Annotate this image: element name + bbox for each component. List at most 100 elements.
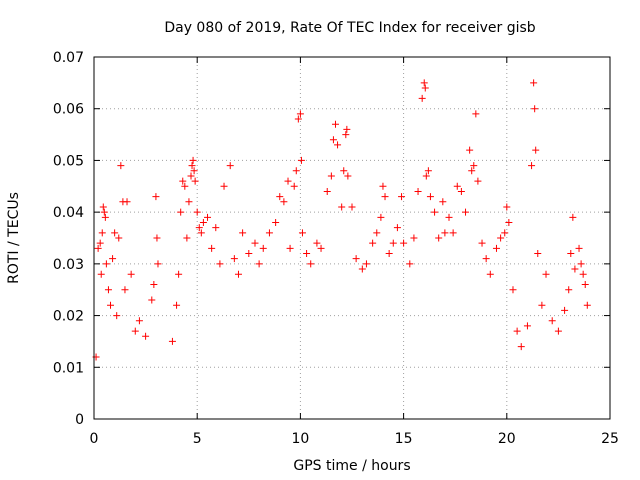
data-point xyxy=(99,203,107,211)
data-point xyxy=(317,244,325,252)
data-point xyxy=(482,255,490,263)
data-point xyxy=(373,229,381,237)
data-point xyxy=(571,265,579,273)
data-point xyxy=(142,332,150,340)
data-point xyxy=(517,343,525,351)
data-point xyxy=(265,229,273,237)
data-point xyxy=(414,187,422,195)
data-point xyxy=(168,337,176,345)
data-point xyxy=(189,156,197,164)
data-point xyxy=(109,255,117,263)
data-point xyxy=(327,172,335,180)
data-point xyxy=(188,162,196,170)
data-point xyxy=(513,327,521,335)
data-point xyxy=(101,213,109,221)
data-point xyxy=(297,156,305,164)
data-point xyxy=(505,218,513,226)
data-point xyxy=(362,260,370,268)
data-point xyxy=(338,203,346,211)
data-point xyxy=(422,172,430,180)
data-point xyxy=(385,250,393,258)
data-point xyxy=(548,317,556,325)
data-point xyxy=(528,162,536,170)
data-point xyxy=(234,270,242,278)
data-point xyxy=(230,255,238,263)
data-point xyxy=(393,224,401,232)
chart-title: Day 080 of 2019, Rate Of TEC Index for r… xyxy=(164,20,535,36)
data-point xyxy=(97,270,105,278)
y-tick-label: 0.02 xyxy=(53,309,84,325)
data-point xyxy=(127,270,135,278)
data-point xyxy=(307,260,315,268)
y-tick-label: 0 xyxy=(75,412,84,428)
data-point xyxy=(472,110,480,118)
x-axis-ticks: 0 5 10 15 20 25 xyxy=(90,57,619,447)
data-point xyxy=(185,198,193,206)
data-point xyxy=(154,260,162,268)
data-point xyxy=(424,167,432,175)
data-point xyxy=(581,281,589,289)
data-point xyxy=(100,208,108,216)
data-point xyxy=(523,322,531,330)
data-point xyxy=(457,187,465,195)
data-point xyxy=(468,167,476,175)
data-point xyxy=(111,229,119,237)
data-point xyxy=(492,244,500,252)
data-point xyxy=(135,317,143,325)
data-point xyxy=(418,94,426,102)
y-tick-label: 0.01 xyxy=(53,360,84,376)
data-point xyxy=(398,193,406,201)
data-point xyxy=(343,125,351,133)
data-point xyxy=(272,218,280,226)
data-point xyxy=(181,182,189,190)
x-axis-label: GPS time / hours xyxy=(293,458,410,474)
data-point xyxy=(212,224,220,232)
data-point xyxy=(410,234,418,242)
data-point xyxy=(292,167,300,175)
data-point xyxy=(579,270,587,278)
data-point xyxy=(344,172,352,180)
data-point xyxy=(102,260,110,268)
data-point xyxy=(150,281,158,289)
data-point xyxy=(441,229,449,237)
data-point xyxy=(531,105,539,113)
data-point xyxy=(474,177,482,185)
data-point xyxy=(197,229,205,237)
data-point xyxy=(199,218,207,226)
data-point xyxy=(208,244,216,252)
x-tick-label: 0 xyxy=(90,431,99,447)
data-point xyxy=(113,312,121,320)
data-point xyxy=(280,198,288,206)
data-point xyxy=(298,229,306,237)
data-point xyxy=(303,250,311,258)
y-tick-label: 0.07 xyxy=(53,50,84,66)
data-point xyxy=(94,244,102,252)
data-point xyxy=(107,301,115,309)
data-point xyxy=(251,239,259,247)
x-tick-label: 15 xyxy=(395,431,413,447)
data-point xyxy=(478,239,486,247)
data-point xyxy=(421,84,429,92)
data-point xyxy=(183,234,191,242)
data-point xyxy=(431,208,439,216)
data-point xyxy=(286,244,294,252)
data-point xyxy=(342,131,350,139)
x-tick-label: 5 xyxy=(193,431,202,447)
data-point xyxy=(294,115,302,123)
data-point xyxy=(486,270,494,278)
data-point xyxy=(352,255,360,263)
data-point xyxy=(358,265,366,273)
data-point xyxy=(296,110,304,118)
data-point xyxy=(195,224,203,232)
data-point xyxy=(542,270,550,278)
data-point xyxy=(532,146,540,154)
data-point xyxy=(554,327,562,335)
data-point xyxy=(381,193,389,201)
data-point xyxy=(123,198,131,206)
y-axis-ticks: 0 0.01 0.02 0.03 0.04 0.05 0.06 0.07 xyxy=(53,50,610,428)
data-point xyxy=(577,260,585,268)
data-point xyxy=(131,327,139,335)
plot-frame xyxy=(93,56,611,420)
data-point xyxy=(148,296,156,304)
